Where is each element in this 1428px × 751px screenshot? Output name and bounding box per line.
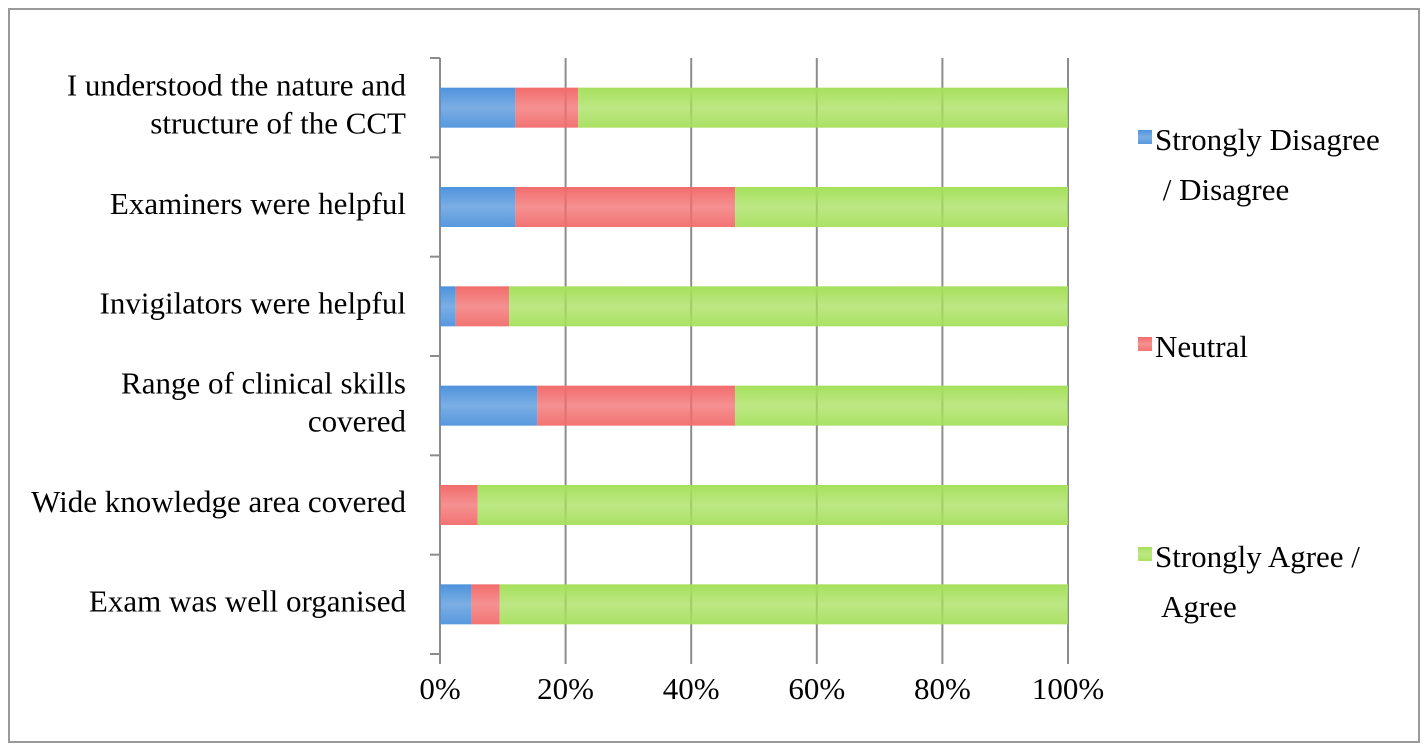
x-tick-label: 0% xyxy=(419,671,460,706)
y-tick-label: Invigilators were helpful xyxy=(100,285,406,320)
bar-segment xyxy=(578,87,1068,128)
bar-segment xyxy=(515,87,579,128)
bar-segment xyxy=(440,385,538,426)
y-tick-label: Wide knowledge area covered xyxy=(31,484,406,519)
bar-segment xyxy=(440,485,478,525)
legend-swatch xyxy=(1138,130,1152,144)
x-tick-label: 100% xyxy=(1032,671,1104,706)
bar-segment xyxy=(515,187,736,227)
bar-segment xyxy=(735,385,1068,426)
bar-segment xyxy=(735,187,1068,227)
bar-segment xyxy=(440,187,516,227)
bar-segment xyxy=(499,584,1068,625)
x-tick-label: 60% xyxy=(788,671,845,706)
legend-label: Neutral xyxy=(1155,329,1248,364)
y-tick-label: I understood the nature and structure of… xyxy=(67,68,407,141)
bar-segment xyxy=(440,584,472,625)
y-tick-label: Range of clinical skills covered xyxy=(121,366,406,439)
bar-segment xyxy=(477,485,1068,525)
bar-segment xyxy=(509,286,1069,327)
legend-swatch xyxy=(1138,547,1152,561)
y-tick-label: Exam was well organised xyxy=(89,583,407,618)
bar-segment xyxy=(471,584,500,625)
x-tick-label: 20% xyxy=(537,671,594,706)
y-tick-label: Examiners were helpful xyxy=(110,186,406,221)
legend-label: Strongly Agree / Agree xyxy=(1155,539,1360,624)
legend-swatch xyxy=(1138,337,1152,351)
x-tick-label: 80% xyxy=(914,671,971,706)
bar-segment xyxy=(440,286,456,327)
x-tick-label: 40% xyxy=(663,671,720,706)
legend-label: Strongly Disagree / Disagree xyxy=(1155,122,1380,207)
bar-segment xyxy=(537,385,736,426)
bar-segment xyxy=(455,286,510,327)
bar-segment xyxy=(440,87,516,128)
